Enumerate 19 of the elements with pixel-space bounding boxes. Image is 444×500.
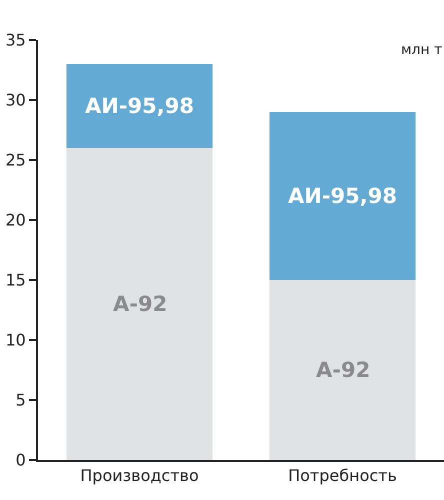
y-tick-label: 0 (16, 450, 26, 470)
y-axis-title: млн т (401, 42, 442, 58)
bar (66, 64, 213, 148)
series-label: АИ-95,98 (288, 184, 397, 208)
y-tick-label: 35 (5, 30, 26, 50)
x-tick-label: Производство (80, 466, 199, 486)
y-tick-label: 20 (5, 210, 26, 230)
text: А-92 (316, 358, 370, 382)
y-tick-label: 15 (5, 270, 26, 290)
bar (269, 280, 416, 460)
bar (269, 112, 416, 280)
y-tick-label: 5 (16, 390, 26, 410)
bar (66, 148, 213, 460)
x-tick-label: Потребность (288, 466, 397, 486)
y-tick-label: 30 (5, 90, 26, 110)
series-label: А-92 (113, 292, 168, 316)
y-tick-label: 10 (5, 330, 26, 350)
text: АИ-95,98 (85, 94, 194, 118)
y-tick-label: 25 (5, 150, 26, 170)
